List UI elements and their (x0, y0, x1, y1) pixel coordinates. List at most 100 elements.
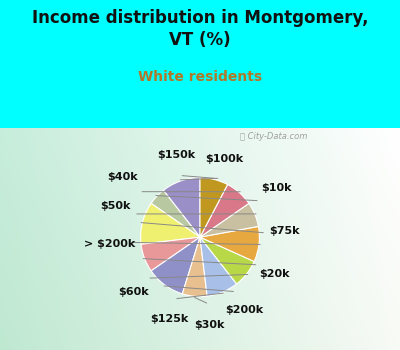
Bar (266, 128, 268, 350)
Bar (328, 128, 330, 350)
Bar (166, 128, 168, 350)
Bar (180, 128, 182, 350)
Bar (74, 128, 76, 350)
Text: $20k: $20k (259, 269, 290, 279)
Wedge shape (200, 178, 228, 237)
Text: $200k: $200k (226, 304, 264, 315)
Bar (102, 128, 104, 350)
Wedge shape (200, 226, 260, 261)
Bar (44, 128, 46, 350)
Bar (314, 128, 316, 350)
Bar (382, 128, 384, 350)
Bar (368, 128, 370, 350)
Bar (376, 128, 378, 350)
Bar (278, 128, 280, 350)
Bar (320, 128, 322, 350)
Text: $75k: $75k (269, 226, 300, 236)
Bar (250, 128, 252, 350)
Bar (186, 128, 188, 350)
Bar (220, 128, 222, 350)
Bar (48, 128, 50, 350)
Bar (226, 128, 228, 350)
Bar (88, 128, 90, 350)
Bar (294, 128, 296, 350)
Bar (146, 128, 148, 350)
Bar (30, 128, 32, 350)
Bar (212, 128, 214, 350)
Bar (326, 128, 328, 350)
Bar (228, 128, 230, 350)
Bar (92, 128, 94, 350)
Bar (2, 128, 4, 350)
Bar (350, 128, 352, 350)
Bar (260, 128, 262, 350)
Bar (56, 128, 58, 350)
Bar (206, 128, 208, 350)
Bar (110, 128, 112, 350)
Bar (130, 128, 132, 350)
Bar (198, 128, 200, 350)
Bar (224, 128, 226, 350)
Bar (188, 128, 190, 350)
Wedge shape (200, 237, 254, 284)
Bar (324, 128, 326, 350)
Wedge shape (151, 190, 200, 237)
Bar (170, 128, 172, 350)
Bar (68, 128, 70, 350)
Bar (174, 128, 176, 350)
Bar (246, 128, 248, 350)
Text: Income distribution in Montgomery,
VT (%): Income distribution in Montgomery, VT (%… (32, 9, 368, 49)
Bar (346, 128, 348, 350)
Bar (4, 128, 6, 350)
Bar (258, 128, 260, 350)
Bar (282, 128, 284, 350)
Bar (164, 128, 166, 350)
Bar (192, 128, 194, 350)
Bar (252, 128, 254, 350)
Bar (354, 128, 356, 350)
Bar (334, 128, 336, 350)
Bar (46, 128, 48, 350)
Text: ⓘ City-Data.com: ⓘ City-Data.com (240, 132, 307, 141)
Bar (160, 128, 162, 350)
Bar (396, 128, 398, 350)
Bar (370, 128, 372, 350)
Bar (14, 128, 16, 350)
Bar (398, 128, 400, 350)
Bar (20, 128, 22, 350)
Bar (214, 128, 216, 350)
Bar (242, 128, 244, 350)
Bar (264, 128, 266, 350)
Wedge shape (151, 237, 200, 294)
Bar (234, 128, 236, 350)
Text: $50k: $50k (100, 201, 131, 211)
Bar (126, 128, 128, 350)
Bar (80, 128, 82, 350)
Bar (316, 128, 318, 350)
Bar (116, 128, 118, 350)
Bar (240, 128, 242, 350)
Bar (168, 128, 170, 350)
Bar (364, 128, 366, 350)
Bar (34, 128, 36, 350)
Bar (238, 128, 240, 350)
Bar (384, 128, 386, 350)
Bar (204, 128, 206, 350)
Bar (288, 128, 290, 350)
Bar (32, 128, 34, 350)
Text: $10k: $10k (261, 183, 291, 194)
Bar (190, 128, 192, 350)
Bar (156, 128, 158, 350)
Bar (72, 128, 74, 350)
Bar (86, 128, 88, 350)
Bar (154, 128, 156, 350)
Bar (254, 128, 256, 350)
Bar (62, 128, 64, 350)
Bar (158, 128, 160, 350)
Bar (112, 128, 114, 350)
Bar (70, 128, 72, 350)
Bar (52, 128, 54, 350)
Bar (268, 128, 270, 350)
Bar (76, 128, 78, 350)
Bar (202, 128, 204, 350)
